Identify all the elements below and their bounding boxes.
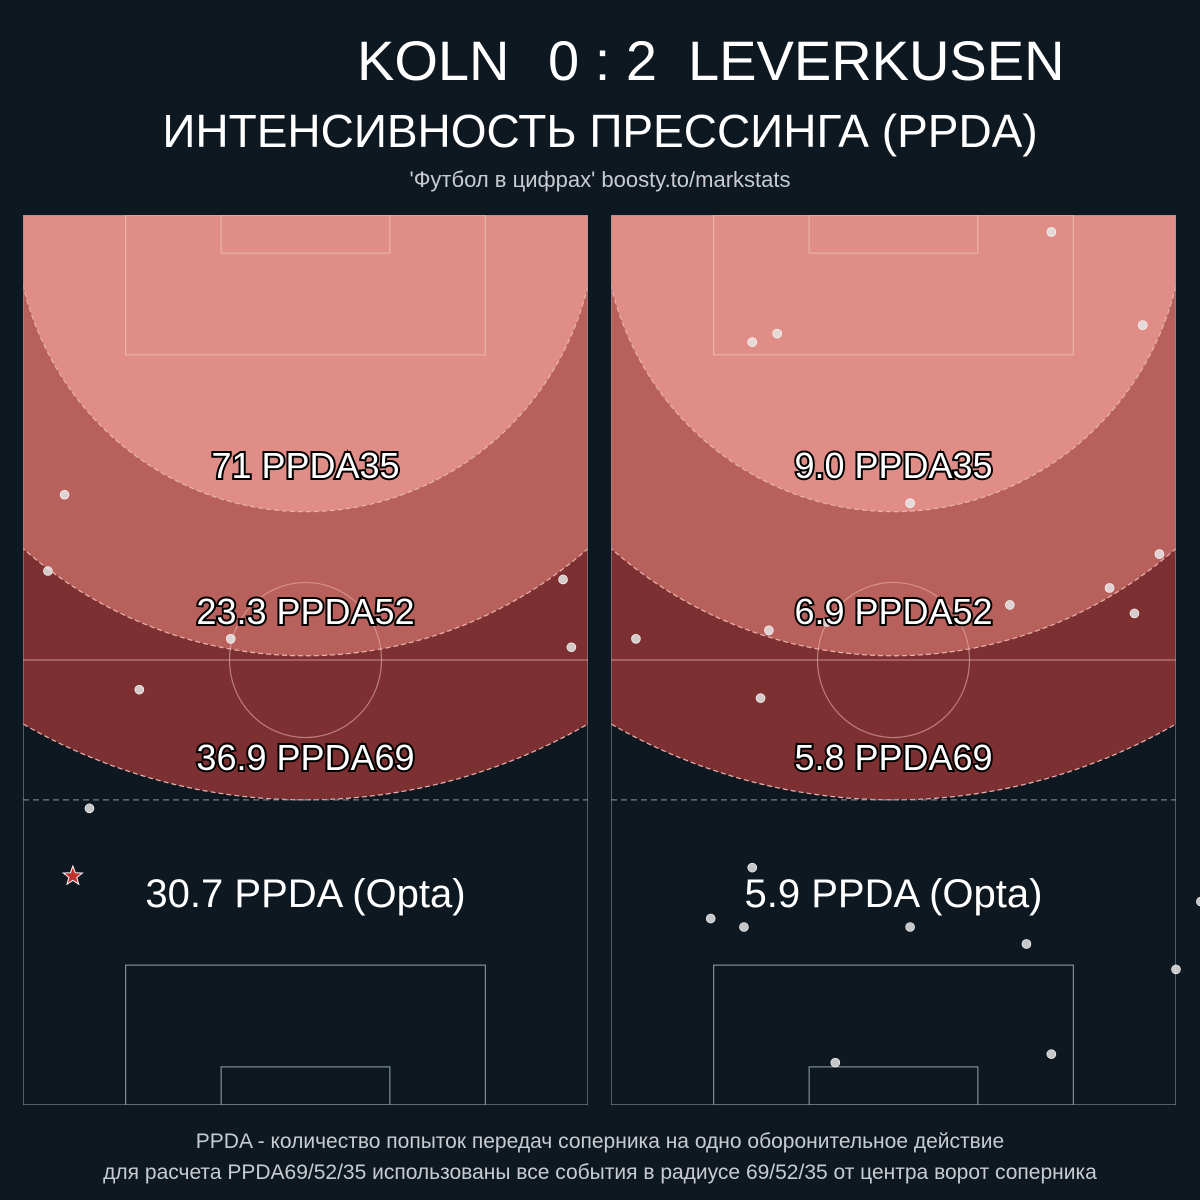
action-dot xyxy=(59,489,70,500)
zone-label-ppda69: 5.8 PPDA69 xyxy=(794,737,992,778)
action-star xyxy=(61,864,84,886)
zone-label-ppda52: 23.3 PPDA52 xyxy=(196,591,414,632)
zone-ppda35 xyxy=(611,215,1176,513)
action-dot xyxy=(747,337,758,347)
chart-subtitle: 'Футбол в цифрах' boosty.to/markstats xyxy=(409,167,791,192)
pitch-panel-koln: 71 PPDA35 23.3 PPDA52 36.9 PPDA69 30.7 PPDA… xyxy=(23,215,801,1105)
action-dot xyxy=(225,634,236,644)
action-dot xyxy=(1196,896,1200,907)
match-scoreline: KOLN 0 : 2 LEVERKUSEN xyxy=(0,28,1200,98)
match-score: 0 : 2 xyxy=(548,29,657,92)
action-dot xyxy=(1137,320,1148,330)
action-dot xyxy=(747,862,758,873)
pitch-markings xyxy=(611,215,1176,1105)
action-dot xyxy=(43,566,53,576)
action-dot xyxy=(1046,227,1057,237)
action-dot xyxy=(134,684,145,695)
action-dot xyxy=(705,913,716,924)
zone-label-ppda35: 71 PPDA35 xyxy=(211,445,399,486)
footnote-method: для расчета PPDA69/52/35 использованы вс… xyxy=(103,1161,1097,1184)
zone-label-ppda35: 9.0 PPDA35 xyxy=(794,445,992,486)
action-dot xyxy=(1104,583,1115,593)
action-dot xyxy=(631,634,641,644)
action-dot xyxy=(772,328,782,339)
action-dot xyxy=(1046,1049,1057,1059)
opta-ppda-label: 30.7 PPDA (Opta) xyxy=(145,872,465,916)
action-dot xyxy=(905,922,915,932)
action-dot xyxy=(84,803,95,814)
pitch-panel-leverkusen: 9.0 PPDA35 6.9 PPDA52 5.8 PPDA69 5.9 PPDA (… xyxy=(611,215,1200,1105)
action-dot xyxy=(822,617,832,627)
action-dot xyxy=(764,625,774,636)
zone-label-ppda69: 36.9 PPDA69 xyxy=(196,737,414,778)
footnote-definition: PPDA - количество попыток передач соперн… xyxy=(195,1130,1005,1153)
action-dot xyxy=(1021,939,1032,949)
action-dot xyxy=(905,498,915,508)
zone-ppda35 xyxy=(23,215,588,513)
action-dot xyxy=(797,464,807,475)
action-dot xyxy=(1129,608,1140,619)
away-team-name: LEVERKUSEN xyxy=(688,29,1065,92)
action-dot xyxy=(566,642,577,653)
home-team-name: KOLN xyxy=(357,29,510,92)
chart-title: ИНТЕНСИВНОСТЬ ПРЕССИНГА (PPDA) xyxy=(162,105,1038,157)
action-dot xyxy=(755,693,766,703)
action-dot xyxy=(1154,549,1165,559)
action-dot xyxy=(830,1057,841,1068)
action-dot xyxy=(739,922,749,932)
pitch-markings xyxy=(23,215,588,1105)
action-dot xyxy=(1171,964,1181,975)
action-dot xyxy=(1005,600,1015,610)
zone-label-ppda52: 6.9 PPDA52 xyxy=(794,591,992,632)
opta-ppda-label: 5.9 PPDA (Opta) xyxy=(745,872,1043,916)
action-dot xyxy=(558,574,568,585)
